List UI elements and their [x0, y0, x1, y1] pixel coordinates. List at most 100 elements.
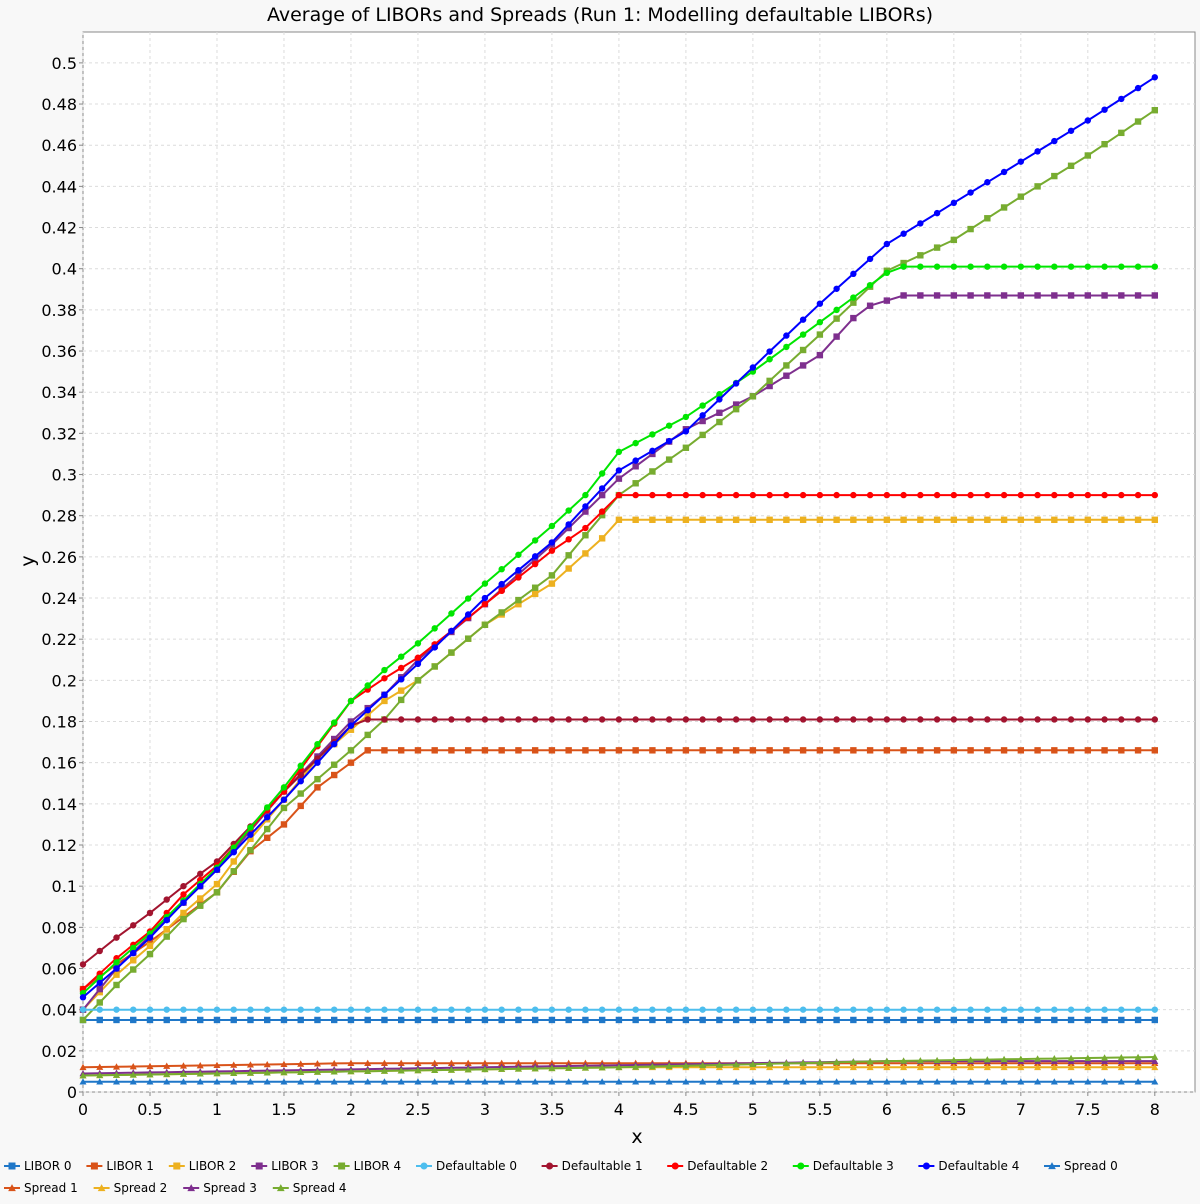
data-point — [1051, 172, 1058, 180]
data-point — [347, 697, 355, 705]
data-point — [598, 1064, 606, 1071]
data-point — [330, 1059, 338, 1067]
data-point — [682, 444, 690, 451]
data-point — [649, 1016, 656, 1024]
legend-item: Defaultable 4 — [918, 1159, 1019, 1173]
data-point — [866, 747, 874, 754]
data-point — [1084, 152, 1092, 159]
data-point — [1084, 117, 1092, 124]
data-point — [850, 270, 857, 278]
data-point — [481, 1059, 489, 1067]
data-point — [1134, 1063, 1142, 1071]
data-point — [632, 1063, 640, 1070]
data-point — [79, 1063, 87, 1071]
data-point — [498, 1016, 505, 1024]
data-point — [632, 747, 639, 754]
data-point — [933, 1063, 941, 1071]
data-point — [782, 1078, 790, 1085]
data-point — [464, 595, 472, 602]
series-libor-1 — [79, 747, 1159, 993]
data-point — [816, 1078, 824, 1085]
data-point — [498, 609, 505, 616]
legend-item: Spread 3 — [183, 1181, 257, 1195]
data-point — [849, 1078, 857, 1085]
data-point — [146, 938, 154, 945]
data-point — [1050, 1055, 1058, 1062]
data-point — [783, 716, 790, 723]
x-tick-label: 2.5 — [405, 1100, 430, 1119]
data-point — [649, 1006, 656, 1013]
data-point — [364, 1067, 372, 1074]
data-point — [984, 716, 991, 723]
data-point — [933, 716, 941, 723]
data-point — [548, 716, 556, 723]
legend-label: Defaultable 0 — [436, 1159, 517, 1173]
data-point — [1101, 292, 1108, 299]
data-point — [464, 1066, 472, 1073]
data-point — [866, 1016, 874, 1024]
data-point — [933, 244, 941, 251]
legend-marker — [671, 1162, 679, 1170]
x-tick-label: 5.5 — [807, 1100, 832, 1119]
data-point — [649, 431, 656, 438]
data-point — [313, 1060, 321, 1067]
data-point — [799, 516, 807, 524]
data-point — [799, 747, 807, 754]
data-point — [866, 255, 874, 263]
data-point — [850, 716, 857, 723]
data-point — [967, 1056, 975, 1063]
y-tick-label: 0.14 — [41, 795, 77, 814]
data-point — [531, 560, 539, 568]
data-point — [1067, 1006, 1075, 1013]
data-point — [1134, 516, 1142, 524]
data-point — [1000, 516, 1008, 524]
data-point — [1034, 1078, 1042, 1085]
data-point — [1101, 1078, 1109, 1085]
data-point — [565, 552, 572, 559]
data-point — [180, 882, 187, 890]
data-point — [414, 1016, 422, 1024]
y-tick-label: 0.16 — [41, 754, 77, 773]
data-point — [247, 835, 254, 843]
y-tick-label: 0.34 — [41, 383, 77, 402]
data-point — [431, 1059, 439, 1067]
legend-item: Spread 1 — [4, 1181, 78, 1195]
data-point — [112, 1071, 121, 1078]
data-point — [866, 716, 874, 723]
data-point — [1000, 1055, 1008, 1063]
data-point — [933, 263, 941, 270]
data-point — [632, 716, 639, 723]
data-point — [850, 299, 857, 306]
data-point — [1151, 1053, 1159, 1060]
x-tick-label: 1.5 — [271, 1100, 296, 1119]
data-point — [96, 985, 103, 993]
data-point — [682, 1006, 690, 1013]
data-point — [732, 1006, 740, 1013]
data-point — [615, 491, 623, 499]
data-point — [1017, 292, 1025, 299]
x-tick-label: 4 — [614, 1100, 624, 1119]
legend-marker — [90, 1162, 98, 1170]
data-point — [950, 199, 958, 207]
data-point — [950, 292, 958, 299]
data-point — [180, 1006, 187, 1013]
data-point — [448, 627, 455, 635]
data-point — [230, 1069, 238, 1077]
data-point — [716, 418, 723, 426]
data-point — [515, 716, 522, 723]
data-point — [1117, 1057, 1125, 1064]
data-point — [632, 439, 639, 447]
data-point — [799, 331, 807, 338]
data-point — [984, 292, 991, 299]
legend-label: LIBOR 3 — [271, 1159, 318, 1173]
y-tick-label: 0.04 — [41, 1001, 77, 1020]
data-point — [866, 302, 874, 309]
data-point — [464, 635, 472, 642]
data-point — [397, 687, 405, 694]
data-point — [766, 1006, 773, 1013]
data-point — [582, 550, 589, 557]
data-point — [615, 1016, 623, 1024]
grid-lines — [82, 32, 1195, 1093]
data-point — [799, 362, 807, 369]
data-point — [883, 240, 891, 248]
